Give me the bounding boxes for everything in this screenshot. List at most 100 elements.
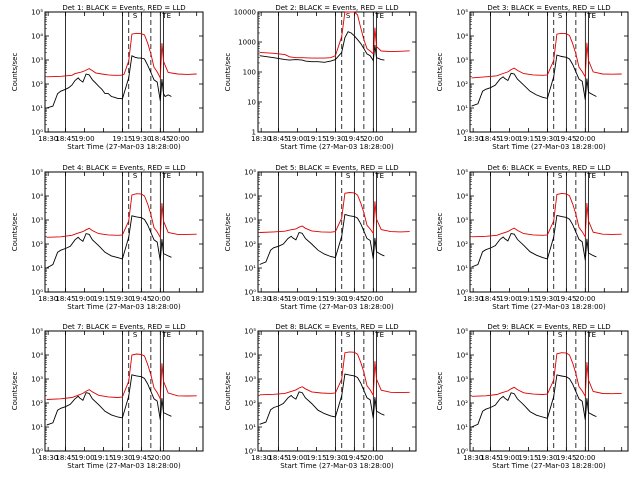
x-axis-label: Start Time (27-Mar-03 18:28:00) bbox=[492, 303, 606, 311]
y-axis-label: Counts/sec bbox=[436, 372, 444, 411]
series-lld-line bbox=[471, 352, 622, 398]
annotation-s: S bbox=[558, 12, 563, 20]
x-tick-label: 19:00 bbox=[74, 135, 94, 143]
annotation-s: S bbox=[558, 331, 563, 339]
series-events-line bbox=[471, 214, 597, 268]
x-tick-label: 19:45 bbox=[556, 454, 576, 462]
x-tick-label: 19:45 bbox=[344, 454, 364, 462]
x-axis-label: Start Time (27-Mar-03 18:28:00) bbox=[492, 143, 606, 151]
y-tick-label: 10⁴ bbox=[31, 352, 43, 360]
x-tick-label: 19:15 bbox=[518, 454, 538, 462]
x-tick-label: 19:30 bbox=[325, 454, 345, 462]
x-tick-label: 18:45 bbox=[480, 295, 500, 303]
y-tick-label: 10⁴ bbox=[456, 193, 468, 201]
x-tick-label: 19:30 bbox=[537, 295, 557, 303]
x-tick-label: 18:30 bbox=[251, 295, 271, 303]
x-axis-label: Start Time (27-Mar-03 18:28:00) bbox=[280, 143, 394, 151]
x-axis-label: Start Time (27-Mar-03 18:28:00) bbox=[492, 462, 606, 470]
y-tick-label: 10¹ bbox=[31, 105, 43, 113]
x-tick-label: 19:30 bbox=[325, 295, 345, 303]
y-tick-label: 10⁵ bbox=[456, 9, 468, 17]
y-tick-label: 10¹ bbox=[31, 424, 43, 432]
y-tick-label: 1000 bbox=[238, 39, 256, 47]
y-tick-label: 10¹ bbox=[244, 265, 256, 273]
y-axis-label: Counts/sec bbox=[436, 213, 444, 252]
x-axis-label: Start Time (27-Mar-03 18:28:00) bbox=[67, 462, 181, 470]
x-tick-label: 19:45 bbox=[556, 295, 576, 303]
series-lld-line bbox=[259, 192, 410, 235]
panel-title: Det 7: BLACK = Events, RED = LLD bbox=[62, 323, 185, 331]
x-tick-label: 19:45 bbox=[131, 295, 151, 303]
x-tick-label: 20:00 bbox=[363, 135, 383, 143]
series-events-line bbox=[46, 55, 172, 109]
panel-title: Det 6: BLACK = Events, RED = LLD bbox=[487, 164, 610, 172]
y-tick-label: 10⁰ bbox=[31, 129, 43, 137]
y-tick-label: 10⁰ bbox=[456, 448, 468, 456]
y-tick-label: 10⁴ bbox=[456, 33, 468, 41]
y-tick-label: 10² bbox=[456, 400, 468, 408]
y-tick-label: 10³ bbox=[456, 217, 468, 225]
annotation-te: TE bbox=[586, 12, 596, 20]
panel-title: Det 9: BLACK = Events, RED = LLD bbox=[487, 323, 610, 331]
y-tick-label: 1 bbox=[252, 129, 256, 137]
plot-frame bbox=[257, 330, 417, 452]
annotation-s: S bbox=[346, 12, 351, 20]
panel-det-8: Det 8: BLACK = Events, RED = LLD 10⁰ 10¹ 10… bbox=[224, 323, 417, 470]
x-axis-label: Start Time (27-Mar-03 18:28:00) bbox=[280, 303, 394, 311]
y-tick-label: 10³ bbox=[31, 217, 43, 225]
y-tick-label: 10⁴ bbox=[244, 352, 256, 360]
annotation-te: TE bbox=[161, 172, 171, 180]
x-tick-label: 18:45 bbox=[480, 454, 500, 462]
y-tick-label: 10¹ bbox=[456, 265, 468, 273]
y-tick-label: 10⁴ bbox=[31, 193, 43, 201]
panel-title: Det 5: BLACK = Events, RED = LLD bbox=[275, 164, 398, 172]
y-tick-label: 10⁵ bbox=[31, 328, 43, 336]
x-tick-label: 18:30 bbox=[38, 454, 58, 462]
x-tick-label: 18:30 bbox=[251, 135, 271, 143]
y-tick-label: 10⁵ bbox=[31, 169, 43, 177]
series-events-line bbox=[259, 31, 385, 63]
y-tick-label: 10⁰ bbox=[244, 448, 256, 456]
annotation-s: S bbox=[346, 331, 351, 339]
series-events-line bbox=[46, 215, 172, 269]
y-tick-label: 10⁴ bbox=[31, 33, 43, 41]
x-tick-label: 19:45 bbox=[344, 135, 364, 143]
y-tick-label: 10⁰ bbox=[31, 448, 43, 456]
series-lld-line bbox=[471, 192, 622, 239]
x-tick-label: 19:00 bbox=[287, 135, 307, 143]
x-tick-label: 19:30 bbox=[112, 454, 132, 462]
x-tick-label: 18:30 bbox=[463, 454, 483, 462]
x-tick-label: 19:45 bbox=[131, 454, 151, 462]
series-events-line bbox=[471, 374, 597, 428]
x-tick-label: 18:30 bbox=[38, 135, 58, 143]
x-tick-label: 20:00 bbox=[363, 454, 383, 462]
x-tick-label: 18:45 bbox=[55, 295, 75, 303]
x-tick-label: 19:00 bbox=[287, 295, 307, 303]
x-tick-label: 19:00 bbox=[499, 135, 519, 143]
series-events-line bbox=[46, 374, 172, 426]
plot-frame bbox=[44, 330, 204, 452]
y-axis-label: Counts/sec bbox=[11, 53, 19, 92]
y-axis-label: Counts/sec bbox=[436, 53, 444, 92]
y-tick-label: 10³ bbox=[244, 376, 256, 384]
y-tick-label: 10² bbox=[31, 241, 43, 249]
plot-frame bbox=[44, 171, 204, 293]
y-tick-label: 10³ bbox=[31, 376, 43, 384]
x-tick-label: 18:45 bbox=[55, 135, 75, 143]
x-tick-label: 18:30 bbox=[251, 454, 271, 462]
series-lld-line bbox=[46, 32, 197, 80]
y-tick-label: 10¹ bbox=[456, 105, 468, 113]
series-events-line bbox=[259, 373, 385, 425]
y-tick-label: 10⁴ bbox=[456, 352, 468, 360]
panel-det-1: Det 1: BLACK = Events, RED = LLD 10⁰ 10¹ 10… bbox=[11, 4, 204, 151]
y-tick-label: 10⁵ bbox=[244, 328, 256, 336]
y-tick-label: 10⁰ bbox=[31, 289, 43, 297]
y-tick-label: 10⁵ bbox=[31, 9, 43, 17]
x-tick-label: 20:00 bbox=[363, 295, 383, 303]
x-axis-label: Start Time (27-Mar-03 18:28:00) bbox=[280, 462, 394, 470]
panel-det-7: Det 7: BLACK = Events, RED = LLD 10⁰ 10¹ 10… bbox=[11, 323, 204, 470]
y-tick-label: 10 bbox=[247, 99, 256, 107]
x-tick-label: 20:00 bbox=[150, 295, 170, 303]
plot-frame bbox=[469, 11, 629, 133]
x-tick-label: 20:00 bbox=[150, 454, 170, 462]
